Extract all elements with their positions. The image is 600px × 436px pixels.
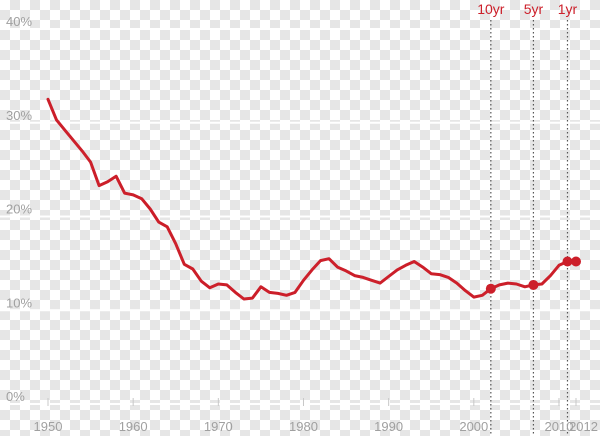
x-tick-label: 2000 <box>459 419 488 434</box>
x-tick-label: 1980 <box>289 419 318 434</box>
y-tick-label: 0% <box>6 389 25 404</box>
grid-lines <box>0 28 600 405</box>
x-tick-label: 2012 <box>569 419 598 434</box>
y-tick-label: 20% <box>6 202 32 217</box>
marker-point-5yr <box>528 279 539 290</box>
y-axis-tick-labels: 0% 10% 20% 30% 40% <box>6 14 32 404</box>
series-line <box>46 97 578 301</box>
x-tick-label: 1950 <box>34 419 63 434</box>
marker-labels: 10yr 5yr 1yr <box>477 1 577 17</box>
x-tick-label: 1990 <box>374 419 403 434</box>
x-tick-label: 1970 <box>204 419 233 434</box>
x-tick-label: 2010 <box>545 419 574 434</box>
x-axis-ticks <box>47 398 577 406</box>
endpoint-point <box>571 256 581 267</box>
marker-label-5yr: 5yr <box>524 1 544 17</box>
marker-label-1yr: 1yr <box>558 1 578 17</box>
x-tick-label: 1960 <box>119 419 148 434</box>
y-tick-label: 30% <box>6 108 32 123</box>
marker-point-10yr <box>485 283 496 294</box>
marker-point-1yr <box>562 256 573 267</box>
marker-points <box>485 256 581 294</box>
marker-label-10yr: 10yr <box>477 1 505 17</box>
y-tick-label: 10% <box>6 295 32 310</box>
marker-reference-lines <box>490 20 569 436</box>
y-tick-label: 40% <box>6 14 32 29</box>
